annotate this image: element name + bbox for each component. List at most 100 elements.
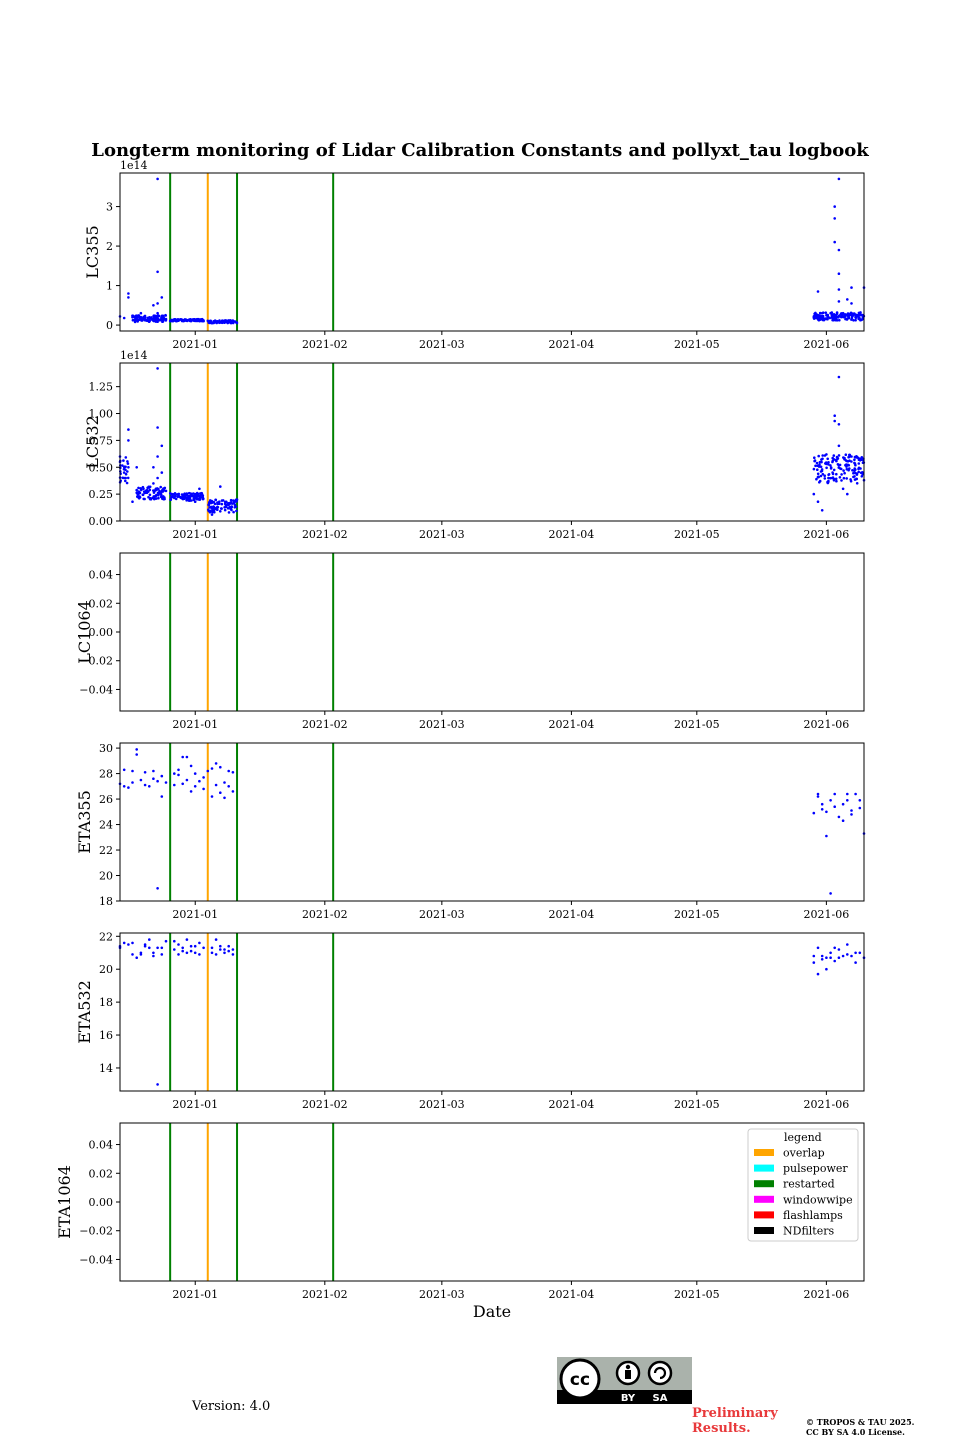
x-tick-label: 2021-03: [419, 718, 465, 731]
data-point: [181, 319, 184, 322]
data-point: [824, 311, 828, 315]
legend-swatch-overlap: [754, 1149, 774, 1156]
data-point: [226, 321, 229, 325]
data-point: [219, 485, 222, 488]
data-point: [152, 466, 155, 469]
data-point: [833, 205, 836, 208]
legend-title: legend: [784, 1131, 822, 1144]
data-point: [837, 375, 841, 379]
data-point: [835, 472, 838, 476]
data-point: [812, 811, 816, 815]
data-point: [189, 764, 193, 768]
x-axis-label: Date: [473, 1302, 511, 1321]
x-tick-label: 2021-04: [549, 1098, 595, 1111]
data-point: [816, 290, 820, 293]
data-point: [861, 317, 864, 321]
data-point: [233, 503, 237, 507]
data-point: [851, 469, 854, 472]
data-point: [136, 495, 140, 499]
data-point: [841, 954, 845, 958]
data-point: [857, 470, 860, 474]
data-point: [831, 459, 835, 463]
y-tick-label: 0.02: [89, 597, 114, 610]
y-axis-label: LC355: [83, 225, 102, 278]
data-point: [825, 834, 828, 838]
x-tick-label: 2021-04: [549, 1288, 595, 1301]
data-point: [846, 492, 849, 496]
data-point: [210, 321, 214, 325]
x-tick-label: 2021-02: [302, 908, 348, 921]
data-point: [156, 779, 159, 783]
data-point: [816, 795, 820, 798]
data-point: [131, 318, 135, 322]
data-point: [202, 946, 205, 950]
data-point: [152, 304, 155, 307]
data-point: [135, 319, 138, 322]
data-point: [156, 270, 159, 274]
data-point: [157, 496, 160, 500]
plot-area: [120, 933, 864, 1091]
data-point: [859, 467, 862, 470]
data-point: [850, 809, 853, 812]
data-point: [860, 313, 864, 317]
data-point: [148, 938, 151, 941]
data-point: [820, 808, 824, 811]
data-point: [818, 460, 822, 464]
data-point: [135, 748, 138, 751]
data-point: [834, 458, 838, 462]
data-point: [133, 315, 137, 319]
data-point: [158, 489, 161, 493]
data-point: [189, 944, 193, 948]
data-point: [858, 806, 862, 810]
data-point: [189, 949, 193, 953]
data-point: [814, 311, 817, 315]
data-point: [155, 493, 158, 497]
data-point: [202, 776, 205, 779]
data-point: [122, 785, 126, 788]
data-point: [160, 491, 163, 494]
data-point: [850, 813, 853, 816]
data-point: [855, 477, 858, 481]
data-point: [227, 944, 230, 948]
data-point: [820, 954, 824, 958]
copyright-line-2: CC BY SA 4.0 License.: [806, 1427, 905, 1437]
data-point: [827, 473, 831, 476]
data-point: [816, 792, 820, 796]
x-tick-label: 2021-06: [804, 338, 850, 351]
data-point: [850, 455, 853, 458]
data-point: [164, 489, 168, 493]
data-point: [219, 944, 222, 948]
data-point: [193, 772, 197, 775]
data-point: [122, 316, 126, 320]
data-point: [156, 318, 160, 321]
data-point: [185, 492, 188, 496]
data-point: [845, 463, 848, 466]
data-point: [164, 313, 167, 317]
data-point: [234, 505, 238, 509]
data-point: [122, 476, 126, 480]
legend-label-overlap: overlap: [783, 1147, 825, 1160]
x-tick-label: 2021-05: [674, 528, 720, 541]
data-point: [207, 509, 211, 513]
data-point: [152, 482, 155, 485]
legend-swatch-pulsepower: [754, 1164, 774, 1172]
copyright-line-1: © TROPOS & TAU 2025.: [806, 1417, 915, 1427]
data-point: [180, 493, 184, 496]
data-point: [837, 956, 841, 959]
data-point: [202, 787, 205, 791]
data-point: [825, 810, 828, 814]
data-point: [825, 956, 828, 959]
data-point: [177, 943, 180, 946]
data-point: [231, 319, 235, 323]
data-point: [852, 475, 855, 479]
data-point: [218, 500, 221, 504]
y-tick-label: 18: [99, 996, 113, 1009]
data-point: [841, 311, 845, 315]
y-tick-label: 20: [99, 963, 113, 976]
data-point: [124, 456, 128, 459]
data-point: [135, 466, 138, 469]
data-point: [820, 509, 824, 512]
data-point: [837, 815, 841, 819]
data-point: [835, 311, 839, 314]
x-tick-label: 2021-04: [549, 718, 595, 731]
